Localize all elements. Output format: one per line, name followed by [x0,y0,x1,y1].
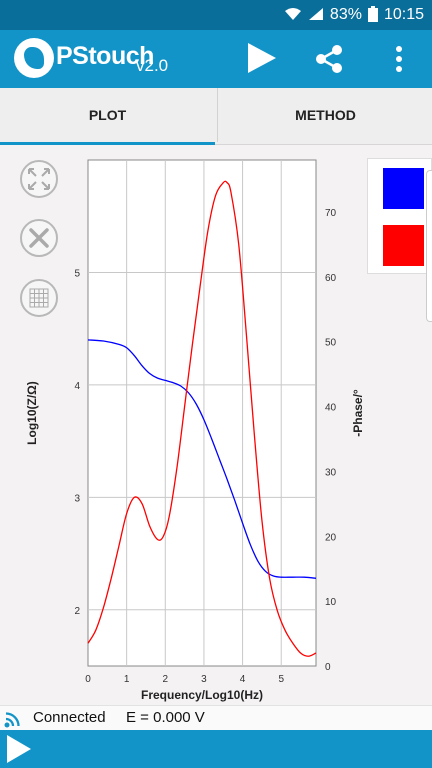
wrench-icon [29,228,49,248]
y-tick-label: 5 [74,268,80,279]
y2-tick-label: 20 [325,532,337,543]
y-axis-label: Log10(Z/Ω) [25,381,39,445]
clock: 10:15 [383,6,424,23]
potential-readout: E = 0.000 V [126,709,205,726]
x-tick-label: 1 [124,674,130,685]
app-version: v2.0 [136,56,169,75]
play-icon[interactable] [248,43,276,73]
connection-icon [4,712,20,728]
y2-tick-label: 50 [325,338,337,349]
tab-bar: PLOT METHOD [0,88,432,145]
bottom-bar [0,730,432,768]
impedance-chart: 0 1 2 3 4 52345010203040506070Frequency/Log10… [25,159,365,702]
tab-method[interactable]: METHOD [217,88,432,142]
settings-button[interactable] [20,219,58,257]
play-icon[interactable] [7,735,31,763]
grid-icon [29,288,49,308]
more-vert-icon[interactable] [392,43,406,75]
series-line-impedance [87,339,317,579]
x-tick-label: 5 [278,674,284,685]
drawer-handle[interactable] [426,170,432,322]
fit-zoom-button[interactable] [20,160,58,198]
tab-plot[interactable]: PLOT [0,88,215,145]
app-bar: PStouch v2.0 [0,30,432,88]
y2-tick-label: 30 [325,467,337,478]
status-bar: 83% 10:15 [0,0,432,30]
series-line-phase [87,180,317,657]
x-tick-label: 2 [163,674,169,685]
series-legend [367,158,432,274]
share-icon[interactable] [314,44,344,74]
signal-icon [308,7,324,24]
y-tick-label: 3 [74,493,80,504]
y2-tick-label: 70 [325,208,337,219]
y2-tick-label: 40 [325,403,337,414]
wifi-icon [284,7,302,24]
x-tick-label: 4 [240,674,246,685]
plot-area [87,159,317,667]
y2-tick-label: 0 [325,662,331,673]
y2-tick-label: 60 [325,273,337,284]
x-tick-label: 3 [201,674,207,685]
logo-icon [14,38,54,78]
y-tick-label: 4 [74,381,80,392]
battery-level: 83% [329,6,362,23]
y2-tick-label: 10 [325,597,337,608]
y2-axis-label: -Phase/° [351,389,365,437]
y-tick-label: 2 [74,606,80,617]
legend-swatch-red[interactable] [383,225,424,266]
battery-icon [367,5,378,25]
grid-toggle-button[interactable] [20,279,58,317]
connection-status-bar: Connected E = 0.000 V [0,705,432,730]
x-axis-label: Frequency/Log10(Hz) [141,688,263,702]
legend-swatch-blue[interactable] [383,168,424,209]
x-tick-label: 0 [85,674,91,685]
app-title: PStouch [56,42,154,70]
fit-zoom-icon [28,168,50,190]
connection-label: Connected [33,709,106,726]
